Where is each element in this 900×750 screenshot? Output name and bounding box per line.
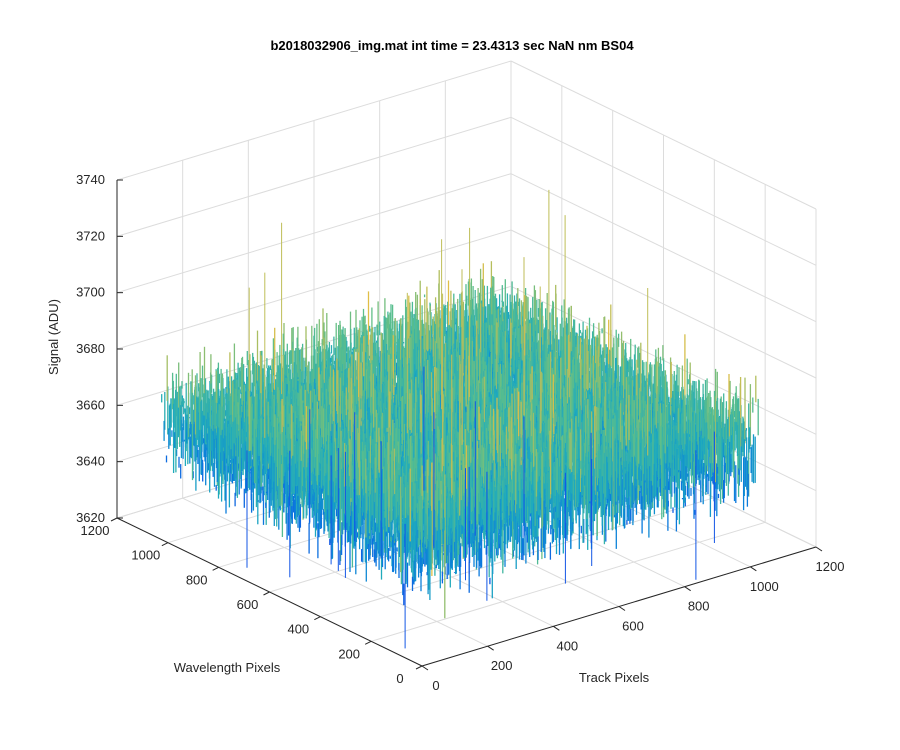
wall-grid-z2 [510, 60, 817, 210]
wall-grid-z [116, 173, 512, 294]
wall-grid-z2 [510, 173, 817, 323]
wall-grid-z [116, 60, 512, 181]
wall-grid-z2 [510, 116, 817, 266]
wall-grid-z [116, 116, 512, 237]
chart-title: b2018032906_img.mat int time = 23.4313 s… [270, 38, 634, 53]
surface-mesh [161, 189, 759, 649]
wall-grid-z [116, 229, 512, 350]
floor-grid-y [371, 521, 766, 642]
wall-grid-z2 [510, 229, 817, 379]
